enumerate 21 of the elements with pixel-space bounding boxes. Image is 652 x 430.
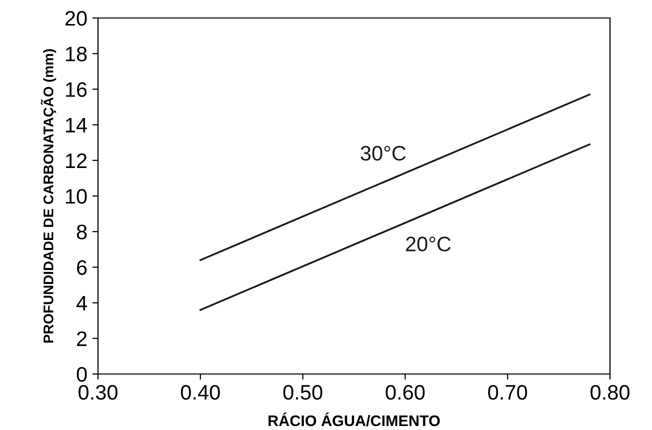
y-tick-label: 16 — [66, 82, 87, 97]
x-tick-label: 0.40 — [180, 384, 220, 400]
x-tick-label: 0.70 — [488, 384, 528, 400]
x-tick-label: 0.80 — [590, 384, 630, 400]
x-tick-label: 0.30 — [78, 384, 118, 400]
series-label: 20°C — [406, 236, 451, 252]
y-tick-label: 4 — [76, 296, 87, 310]
y-tick-label: 14 — [66, 118, 87, 132]
x-tick-label: 0.60 — [386, 384, 425, 400]
y-tick-label: 20 — [65, 11, 87, 26]
x-tick-label: 0.50 — [283, 384, 322, 400]
y-tick-label: 12 — [66, 153, 87, 168]
y-axis-title: PROFUNDIDADE DE CARBONATAÇÃO (mm) — [40, 49, 56, 343]
y-tick-label: 2 — [77, 331, 87, 346]
y-tick-label: 0 — [76, 367, 87, 382]
y-tick-label: 6 — [77, 260, 87, 275]
y-tick-label: 10 — [66, 189, 87, 204]
y-tick-label: 8 — [76, 224, 87, 240]
series-label: 30°C — [360, 146, 406, 161]
y-tick-label: 18 — [66, 46, 87, 62]
x-axis-title: RÁCIO ÁGUA/CIMENTO — [268, 412, 440, 426]
